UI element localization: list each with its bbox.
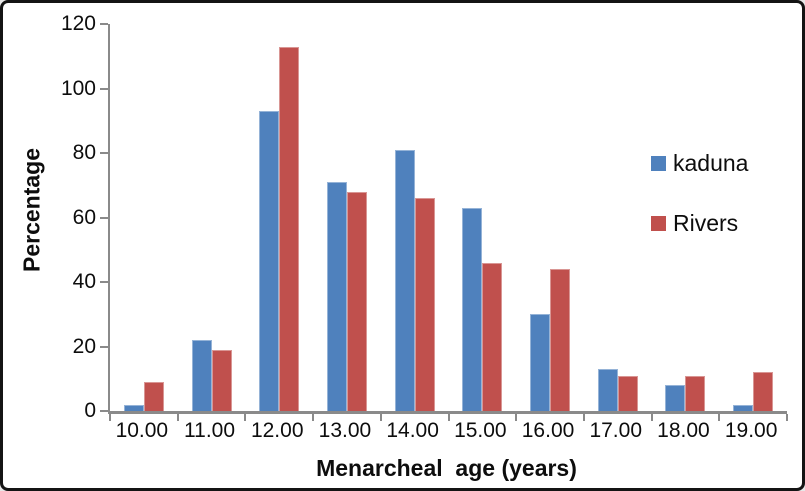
x-tick-mark: [650, 414, 653, 421]
y-tick-mark: [100, 23, 108, 25]
bar-Rivers-12.00: [279, 46, 300, 411]
y-tick-label: 40: [72, 270, 96, 293]
x-tick-label: 11.00: [184, 419, 236, 442]
y-tick-label: 80: [72, 141, 96, 164]
bar-kaduna-10.00: [123, 404, 144, 411]
x-tick-mark: [718, 414, 721, 421]
x-tick-mark: [786, 414, 788, 421]
legend: kaduna Rivers: [651, 149, 748, 237]
y-tick-label: 120: [60, 12, 96, 35]
bar-group-19.00: [719, 24, 787, 411]
x-tick-label: 15.00: [454, 419, 507, 442]
x-tick-label: 13.00: [318, 419, 372, 442]
y-tick-mark: [100, 281, 108, 283]
y-tick-mark: [100, 87, 108, 90]
x-tick-mark: [515, 414, 518, 421]
x-tick-mark: [244, 414, 247, 421]
y-tick-mark: [100, 410, 108, 412]
bar-group-15.00: [449, 24, 517, 411]
y-tick-label: 0: [84, 399, 96, 422]
bar-Rivers-13.00: [346, 191, 367, 411]
y-tick-mark: [100, 152, 108, 154]
x-tick-label: 12.00: [250, 419, 304, 442]
plot-area: [100, 23, 788, 421]
y-tick-mark: [100, 216, 108, 219]
legend-swatch-rivers: [651, 215, 666, 231]
bar-kaduna-18.00: [665, 385, 686, 411]
bar-kaduna-19.00: [733, 404, 754, 411]
bar-Rivers-19.00: [753, 372, 774, 411]
x-axis-title: Menarcheal age (years): [316, 455, 577, 481]
bar-Rivers-16.00: [550, 269, 571, 411]
bar-Rivers-10.00: [143, 381, 164, 411]
legend-label-rivers: Rivers: [673, 210, 739, 236]
bar-kaduna-14.00: [394, 149, 415, 411]
x-tick-mark: [379, 414, 382, 421]
legend-swatch-kaduna: [651, 155, 666, 171]
bar-group-12.00: [245, 24, 313, 411]
bar-kaduna-16.00: [530, 314, 551, 411]
x-tick-label: 17.00: [589, 419, 643, 442]
x-tick-label: 18.00: [657, 419, 710, 442]
bar-group-11.00: [178, 24, 246, 411]
x-tick-mark: [176, 414, 179, 421]
bar-group-14.00: [381, 24, 449, 411]
bar-kaduna-15.00: [462, 207, 483, 411]
y-tick-label: 100: [60, 76, 96, 100]
bar-kaduna-17.00: [597, 369, 618, 411]
bar-kaduna-13.00: [326, 182, 347, 411]
x-tick-label: 16.00: [521, 419, 575, 442]
x-tick-mark: [447, 414, 450, 421]
x-tick-mark: [312, 414, 315, 421]
bar-Rivers-17.00: [617, 375, 638, 411]
x-tick-label: 19.00: [724, 419, 778, 442]
bar-group-10.00: [110, 24, 178, 411]
legend-item-kaduna: kaduna: [651, 149, 748, 177]
x-tick-mark: [109, 414, 111, 421]
bar-kaduna-11.00: [191, 340, 212, 411]
bar-Rivers-11.00: [211, 349, 232, 411]
bar-kaduna-12.00: [259, 111, 280, 411]
legend-label-kaduna: kaduna: [673, 150, 749, 176]
x-tick-mark: [582, 414, 585, 421]
x-tick-label: 14.00: [386, 419, 439, 442]
bar-group-17.00: [584, 24, 652, 411]
bar-Rivers-15.00: [482, 262, 503, 411]
bar-Rivers-18.00: [685, 375, 706, 411]
legend-item-rivers: Rivers: [651, 209, 748, 237]
y-tick-label: 20: [72, 334, 96, 358]
y-tick-mark: [100, 345, 108, 348]
bar-group-16.00: [516, 24, 584, 411]
x-tick-label: 10.00: [115, 419, 169, 442]
y-tick-label: 60: [72, 205, 96, 229]
bar-group-18.00: [652, 24, 720, 411]
bar-group-13.00: [313, 24, 381, 411]
bar-Rivers-14.00: [414, 198, 435, 411]
